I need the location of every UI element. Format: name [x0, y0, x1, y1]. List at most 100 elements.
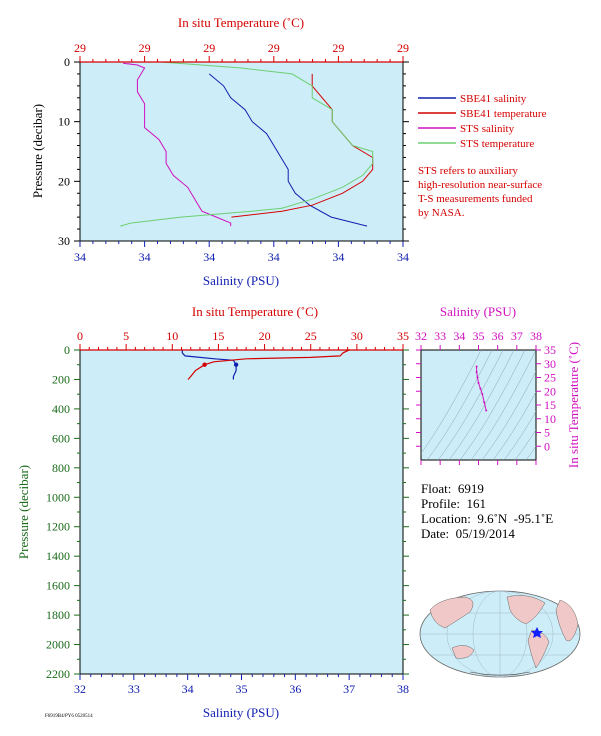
ts-sal-tick-label: 32	[415, 329, 427, 343]
ts-contour-line	[437, 350, 504, 460]
top-sal-tick-label: 34	[74, 250, 86, 264]
bottom-salinity-marker	[233, 362, 239, 367]
profile-number: Profile: 161	[421, 496, 486, 511]
bottom-pres-tick-label: 600	[52, 431, 70, 445]
top-sal-tick-label: 34	[203, 250, 215, 264]
bottom-temperature-marker	[202, 362, 207, 367]
bottom-pres-tick-label: 1400	[46, 549, 70, 563]
top-sal-tick-label: 34	[268, 250, 280, 264]
top-pres-tick-label: 10	[58, 115, 70, 129]
ts-contour-line	[481, 370, 536, 460]
map-continents	[429, 595, 579, 676]
bottom-sal-tick-label: 32	[74, 682, 86, 696]
map-landmass-asia	[429, 596, 474, 629]
bottom-axes: 0 5 10 15 20 25 30 35 32 33 34 35 36 37 38 0 200 400 600 80…	[46, 329, 409, 696]
bottom-sal-tick-label: 34	[182, 682, 194, 696]
bottom-pres-tick-label: 2000	[46, 638, 70, 652]
top-sal-axis-label: Salinity (PSU)	[203, 273, 279, 288]
ts-sal-tick-label: 33	[434, 329, 446, 343]
bottom-temp-axis-label: In situ Temperature (˚C)	[192, 304, 318, 319]
top-temp-tick-label: 29	[332, 41, 344, 55]
bottom-plot-area	[79, 349, 404, 675]
sts-note: STS refers to auxiliary high-resolution …	[418, 165, 542, 219]
map-landmass-australia	[451, 645, 475, 659]
ts-profile-point	[475, 371, 478, 373]
ts-temp-tick-label: 20	[544, 384, 556, 398]
ts-sal-axis-label: Salinity (PSU)	[440, 304, 516, 319]
footer-code: F6919B4/PY6 0520514	[45, 714, 93, 719]
ts-contour-line	[421, 350, 482, 454]
map-landmass-africa-europe	[555, 599, 579, 642]
bottom-series-sbe41-salinity	[181, 350, 237, 380]
ts-profile-point	[483, 401, 486, 404]
legend-label-sts-temperature: STS temperature	[460, 138, 534, 150]
top-series-sbe41-salinity	[208, 73, 368, 227]
bottom-temp-tick-label: 35	[397, 329, 409, 343]
bottom-temp-tick-label: 30	[351, 329, 363, 343]
bottom-sal-tick-label: 36	[289, 682, 301, 696]
profile-date: Date: 05/19/2014	[421, 526, 515, 541]
ts-contour-line	[525, 445, 536, 460]
ts-contour-line	[459, 350, 526, 460]
legend: SBE41 salinity SBE41 temperature STS sal…	[418, 93, 547, 150]
bottom-sal-axis-label: Salinity (PSU)	[203, 705, 279, 720]
bottom-pres-tick-label: 0	[64, 343, 70, 357]
top-pres-tick-label: 20	[58, 174, 70, 188]
ts-sal-tick-label: 34	[453, 329, 465, 343]
bottom-temp-tick-label: 5	[123, 329, 129, 343]
ts-sal-tick-label: 37	[511, 329, 523, 343]
ts-contour-line	[470, 350, 536, 460]
ts-temp-axis-label: In situ Temperature (˚C)	[566, 342, 581, 468]
bottom-pres-tick-label: 1200	[46, 520, 70, 534]
ts-temp-tick-label: 35	[544, 343, 556, 357]
bottom-sal-tick-label: 33	[128, 682, 140, 696]
map-float-location-marker	[531, 627, 543, 638]
bottom-panel: 0 5 10 15 20 25 30 35 32 33 34 35 36 37 38 0 200 400 600 80…	[16, 304, 409, 720]
world-map	[419, 590, 581, 678]
sts-note-line-4: by NASA.	[418, 207, 465, 219]
ts-density-contours	[421, 350, 536, 460]
ts-contour-line	[426, 350, 493, 460]
ts-temp-tick-label: 5	[544, 426, 550, 440]
ts-profile-point	[476, 376, 479, 379]
bottom-pres-tick-label: 1800	[46, 608, 70, 622]
top-temp-tick-label: 29	[397, 41, 409, 55]
sts-note-line-1: STS refers to auxiliary	[418, 165, 518, 177]
sts-note-line-2: high-resolution near-surface	[418, 179, 542, 191]
legend-label-sbe41-temperature: SBE41 temperature	[460, 108, 547, 120]
map-landmass-north-america	[506, 595, 546, 625]
ts-sal-tick-label: 35	[473, 329, 485, 343]
bottom-pres-tick-label: 1000	[46, 490, 70, 504]
top-temp-axis-label: In situ Temperature (˚C)	[178, 15, 304, 30]
bottom-temp-tick-label: 20	[259, 329, 271, 343]
top-temp-tick-label: 29	[139, 41, 151, 55]
top-pres-tick-label: 0	[64, 55, 70, 69]
top-series-sts-temperature	[120, 61, 374, 227]
top-sal-tick-label: 34	[397, 250, 409, 264]
bottom-sal-tick-label: 37	[343, 682, 355, 696]
ts-plot-area	[420, 349, 537, 461]
float-id: Float: 6919	[421, 481, 484, 496]
top-series-group	[120, 61, 374, 227]
top-axes: 29 29 29 29 29 29 34 34 34 34 34 34 0 10 20 30	[58, 41, 409, 264]
ts-sal-tick-label: 38	[530, 329, 542, 343]
top-series-sbe41-temperature	[231, 73, 374, 218]
bottom-pres-tick-label: 1600	[46, 579, 70, 593]
top-sal-tick-label: 34	[139, 250, 151, 264]
bottom-temp-tick-label: 15	[212, 329, 224, 343]
top-temp-tick-label: 29	[203, 41, 215, 55]
bottom-pressure-axis-label: Pressure (decibar)	[16, 465, 31, 559]
map-landmass-south-america	[527, 629, 550, 669]
bottom-pres-tick-label: 2200	[46, 667, 70, 681]
legend-label-sbe41-salinity: SBE41 salinity	[460, 93, 527, 105]
ts-contour-line	[503, 410, 536, 460]
location: Location: 9.6˚N -95.1˚E	[421, 511, 554, 526]
ts-temp-tick-label: 30	[544, 357, 556, 371]
ts-profile-point	[475, 365, 478, 368]
top-temp-tick-label: 29	[268, 41, 280, 55]
bottom-pres-tick-label: 800	[52, 461, 70, 475]
bottom-pres-tick-label: 200	[52, 372, 70, 386]
top-sal-tick-label: 34	[332, 250, 344, 264]
